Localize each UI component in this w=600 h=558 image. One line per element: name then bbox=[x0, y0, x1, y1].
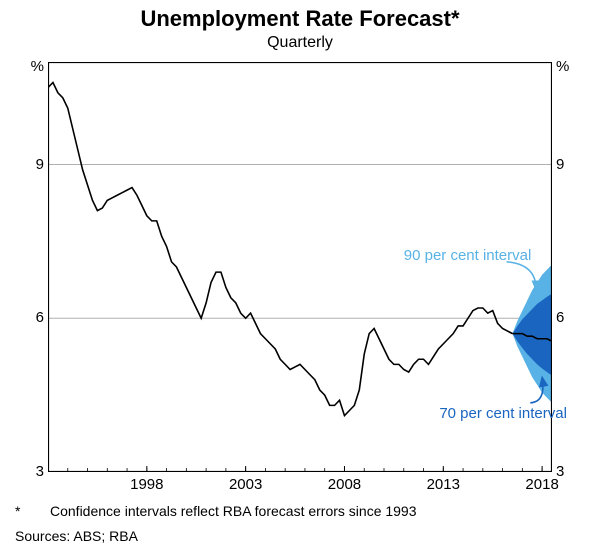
x-tick-2008: 2008 bbox=[319, 476, 369, 493]
chart-svg bbox=[48, 62, 552, 472]
y-tick-left-9: 9 bbox=[4, 156, 44, 173]
plot-area bbox=[48, 62, 552, 472]
x-tick-2003: 2003 bbox=[221, 476, 271, 493]
y-tick-left-3: 3 bbox=[4, 463, 44, 480]
y-tick-left-6: 6 bbox=[4, 309, 44, 326]
y-tick-right-6: 6 bbox=[556, 309, 596, 326]
chart-subtitle: Quarterly bbox=[0, 34, 600, 52]
chart-title: Unemployment Rate Forecast* bbox=[0, 0, 600, 32]
footnote-text: Confidence intervals reflect RBA forecas… bbox=[50, 503, 417, 519]
x-tick-1998: 1998 bbox=[122, 476, 172, 493]
chart-container: Unemployment Rate Forecast* Quarterly %%… bbox=[0, 0, 600, 558]
x-tick-2013: 2013 bbox=[418, 476, 468, 493]
x-tick-2018: 2018 bbox=[517, 476, 567, 493]
y-unit-right: % bbox=[556, 58, 596, 75]
y-tick-right-9: 9 bbox=[556, 156, 596, 173]
y-unit-left: % bbox=[4, 58, 44, 75]
sources-text: Sources: ABS; RBA bbox=[15, 528, 138, 544]
footnote-star: * bbox=[15, 503, 20, 519]
